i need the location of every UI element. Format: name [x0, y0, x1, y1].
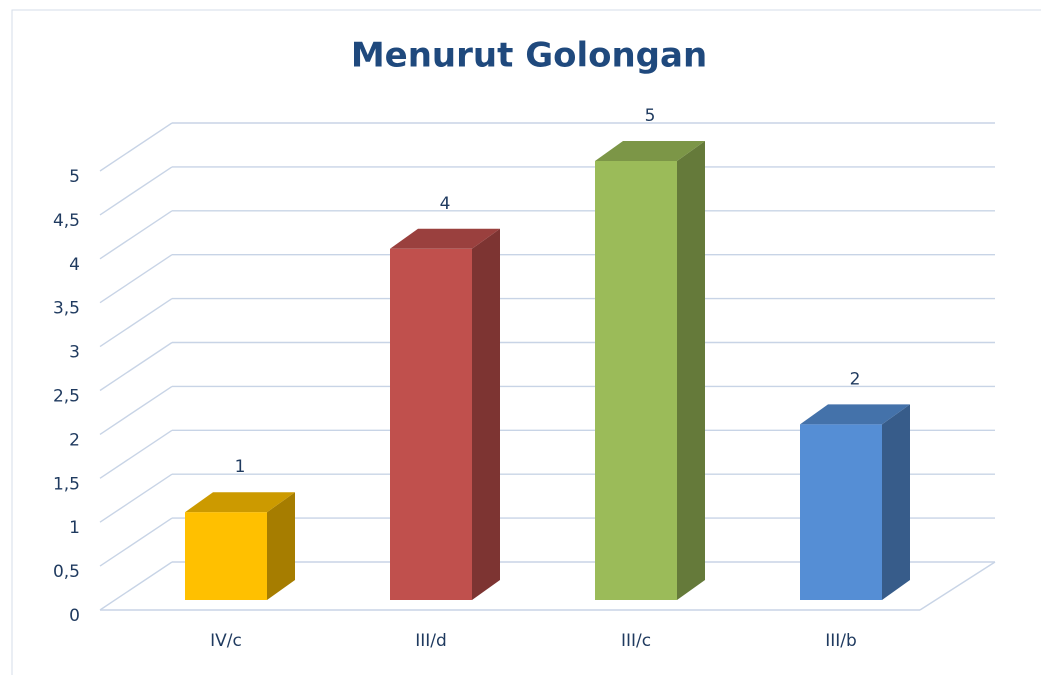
x-tick-label: III/b	[825, 631, 857, 651]
grid-line	[99, 210, 173, 260]
bar-top	[390, 228, 500, 249]
bar-top	[185, 492, 295, 513]
data-label: 4	[440, 194, 451, 214]
y-tick-label: 4,5	[53, 211, 80, 231]
grid-line	[99, 429, 173, 479]
grid-line	[99, 298, 173, 348]
bar-side	[472, 228, 500, 601]
y-tick-label: 1,5	[53, 474, 80, 494]
bar	[595, 161, 677, 600]
bar	[800, 424, 882, 600]
y-tick-label: 3,5	[53, 299, 80, 319]
floor-line	[919, 561, 996, 611]
grid-line	[99, 385, 173, 435]
y-tick-label: 2,5	[53, 387, 80, 407]
y-tick-label: 0	[69, 606, 80, 626]
bar-side	[677, 141, 705, 600]
grid-line	[99, 254, 173, 304]
bar	[185, 512, 267, 600]
bar-side	[267, 492, 295, 600]
y-tick-label: 4	[69, 255, 80, 275]
y-tick-label: 5	[69, 167, 80, 187]
grid-line	[99, 341, 173, 392]
data-label: 2	[850, 369, 861, 389]
grid-line	[99, 166, 173, 216]
x-tick-label: IV/c	[210, 631, 242, 651]
y-tick-label: 0,5	[53, 562, 80, 582]
y-tick-label: 3	[69, 343, 80, 363]
grid-line	[99, 561, 173, 611]
grid-line	[99, 473, 173, 523]
grid-line	[99, 517, 173, 567]
bar-top	[800, 404, 910, 425]
data-label: 5	[645, 106, 656, 126]
grid-line	[99, 122, 173, 172]
y-tick-label: 2	[69, 430, 80, 450]
bar-top	[595, 141, 705, 161]
bar	[390, 248, 472, 601]
x-tick-label: III/c	[621, 631, 651, 651]
data-label: 1	[235, 457, 246, 477]
bar-side	[882, 404, 910, 600]
y-tick-label: 1	[69, 518, 80, 538]
x-tick-label: III/d	[415, 631, 447, 651]
chart-title: Menurut Golongan	[351, 36, 707, 76]
